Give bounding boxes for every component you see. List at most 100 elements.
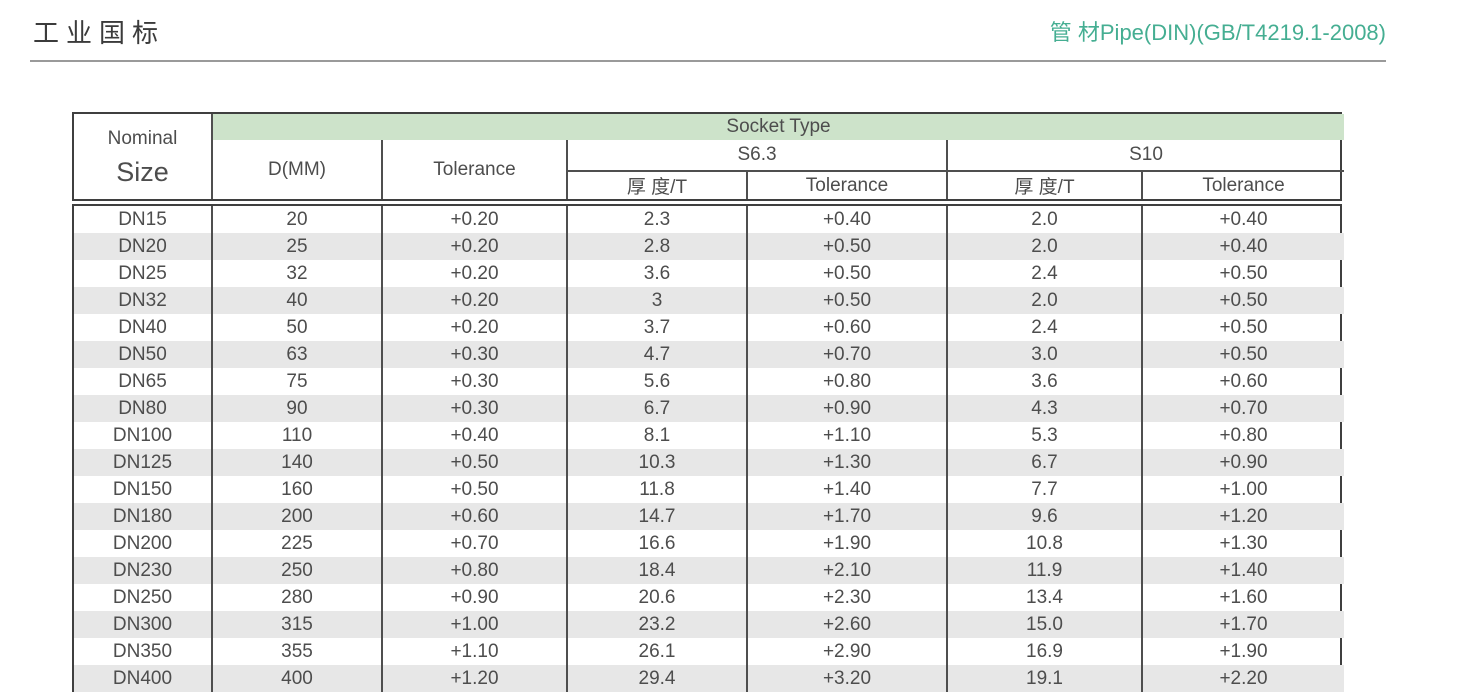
cell-s10-thickness: 13.4 xyxy=(946,584,1142,611)
cell-s63-thickness: 2.3 xyxy=(566,206,747,233)
cell-s63-thickness: 3.7 xyxy=(566,314,747,341)
cell-s63-thickness: 11.8 xyxy=(566,476,747,503)
cell-d-mm: 315 xyxy=(211,611,382,638)
cell-s10-tolerance: +1.90 xyxy=(1141,638,1344,665)
cell-s10-tolerance: +0.90 xyxy=(1141,449,1344,476)
cell-d-mm: 20 xyxy=(211,206,382,233)
cell-s10-tolerance: +0.40 xyxy=(1141,233,1344,260)
table-row: DN50 63 +0.30 4.7 +0.70 3.0 +0.50 xyxy=(74,341,1344,368)
cell-nominal-size: DN350 xyxy=(112,640,173,662)
cell-nominal-size: DN32 xyxy=(118,289,167,311)
table-row: DN230 250 +0.80 18.4 +2.10 11.9 +1.40 xyxy=(74,557,1344,584)
cell-d-mm: 50 xyxy=(211,314,382,341)
table-row: DN40 50 +0.20 3.7 +0.60 2.4 +0.50 xyxy=(74,314,1344,341)
col-header-s63: S6.3 xyxy=(566,140,947,172)
cell-s10-thickness: 9.6 xyxy=(946,503,1142,530)
cell-s10-tolerance: +1.70 xyxy=(1141,611,1344,638)
cell-s10-tolerance: +0.80 xyxy=(1141,422,1344,449)
cell-tolerance: +0.40 xyxy=(381,422,567,449)
cell-nominal-size: DN80 xyxy=(118,397,167,419)
cell-s10-tolerance: +0.50 xyxy=(1141,287,1344,314)
cell-s63-thickness: 3.6 xyxy=(566,260,747,287)
cell-s10-tolerance: +0.50 xyxy=(1141,341,1344,368)
cell-d-mm: 32 xyxy=(211,260,382,287)
cell-nominal-size: DN125 xyxy=(112,451,173,473)
cell-tolerance: +0.20 xyxy=(381,206,567,233)
cell-d-mm: 250 xyxy=(211,557,382,584)
cell-s63-tolerance: +0.50 xyxy=(746,260,947,287)
table-row: DN65 75 +0.30 5.6 +0.80 3.6 +0.60 xyxy=(74,368,1344,395)
cell-s10-tolerance: +2.20 xyxy=(1141,665,1344,692)
cell-s10-tolerance: +1.60 xyxy=(1141,584,1344,611)
cell-d-mm: 280 xyxy=(211,584,382,611)
cell-s10-thickness: 7.7 xyxy=(946,476,1142,503)
table-row: DN250 280 +0.90 20.6 +2.30 13.4 +1.60 xyxy=(74,584,1344,611)
cell-s63-thickness: 2.8 xyxy=(566,233,747,260)
cell-s63-thickness: 5.6 xyxy=(566,368,747,395)
cell-s63-thickness: 8.1 xyxy=(566,422,747,449)
table-row: DN125 140 +0.50 10.3 +1.30 6.7 +0.90 xyxy=(74,449,1344,476)
cell-d-mm: 200 xyxy=(211,503,382,530)
cell-s63-tolerance: +2.10 xyxy=(746,557,947,584)
cell-s10-thickness: 2.0 xyxy=(946,287,1142,314)
cell-s63-tolerance: +0.90 xyxy=(746,395,947,422)
cell-s63-tolerance: +0.50 xyxy=(746,287,947,314)
cell-tolerance: +0.30 xyxy=(381,368,567,395)
table-row: DN300 315 +1.00 23.2 +2.60 15.0 +1.70 xyxy=(74,611,1344,638)
cell-s63-tolerance: +0.70 xyxy=(746,341,947,368)
cell-tolerance: +1.10 xyxy=(381,638,567,665)
table-row: DN150 160 +0.50 11.8 +1.40 7.7 +1.00 xyxy=(74,476,1344,503)
table-row: DN80 90 +0.30 6.7 +0.90 4.3 +0.70 xyxy=(74,395,1344,422)
cell-d-mm: 400 xyxy=(211,665,382,692)
cell-tolerance: +0.90 xyxy=(381,584,567,611)
cell-nominal-size: DN65 xyxy=(118,370,167,392)
cell-s10-tolerance: +1.40 xyxy=(1141,557,1344,584)
cell-d-mm: 140 xyxy=(211,449,382,476)
col-header-nominal-size: Nominal Size xyxy=(74,114,212,199)
cell-tolerance: +0.80 xyxy=(381,557,567,584)
cell-s63-thickness: 20.6 xyxy=(566,584,747,611)
pipe-spec-table: Nominal Size Socket Type D(MM) Tolerance… xyxy=(72,112,1345,692)
cell-nominal-size: DN150 xyxy=(112,478,173,500)
cell-d-mm: 160 xyxy=(211,476,382,503)
cell-d-mm: 90 xyxy=(211,395,382,422)
cell-tolerance: +0.20 xyxy=(381,233,567,260)
cell-s63-tolerance: +2.90 xyxy=(746,638,947,665)
cell-nominal-size: DN50 xyxy=(118,343,167,365)
cell-s10-tolerance: +1.00 xyxy=(1141,476,1344,503)
cell-s63-thickness: 10.3 xyxy=(566,449,747,476)
cell-s63-tolerance: +0.40 xyxy=(746,206,947,233)
cell-tolerance: +0.20 xyxy=(381,314,567,341)
col-header-s63-thickness: 厚 度/T xyxy=(566,171,747,199)
cell-s10-thickness: 5.3 xyxy=(946,422,1142,449)
cell-d-mm: 40 xyxy=(211,287,382,314)
cell-d-mm: 355 xyxy=(211,638,382,665)
cell-s10-thickness: 10.8 xyxy=(946,530,1142,557)
cell-s10-tolerance: +0.60 xyxy=(1141,368,1344,395)
cell-s10-tolerance: +0.50 xyxy=(1141,314,1344,341)
cell-s63-tolerance: +0.80 xyxy=(746,368,947,395)
table-row: DN32 40 +0.20 3 +0.50 2.0 +0.50 xyxy=(74,287,1344,314)
cell-s63-thickness: 26.1 xyxy=(566,638,747,665)
col-header-socket-type: Socket Type xyxy=(210,114,1345,140)
cell-nominal-size: DN300 xyxy=(112,613,173,635)
table-header-block: Nominal Size Socket Type D(MM) Tolerance… xyxy=(72,112,1345,201)
col-header-s10-thickness: 厚 度/T xyxy=(946,171,1142,199)
col-header-d-mm: D(MM) xyxy=(211,140,382,199)
nominal-label: Nominal xyxy=(107,128,178,149)
cell-d-mm: 110 xyxy=(211,422,382,449)
cell-tolerance: +1.20 xyxy=(381,665,567,692)
cell-s10-thickness: 16.9 xyxy=(946,638,1142,665)
cell-tolerance: +0.50 xyxy=(381,476,567,503)
cell-tolerance: +0.30 xyxy=(381,395,567,422)
table-row: DN15 20 +0.20 2.3 +0.40 2.0 +0.40 xyxy=(74,206,1344,233)
cell-s10-tolerance: +0.70 xyxy=(1141,395,1344,422)
cell-nominal-size: DN230 xyxy=(112,559,173,581)
cell-s10-thickness: 2.0 xyxy=(946,206,1142,233)
cell-s10-thickness: 15.0 xyxy=(946,611,1142,638)
cell-tolerance: +0.50 xyxy=(381,449,567,476)
cell-s63-thickness: 18.4 xyxy=(566,557,747,584)
cell-tolerance: +0.20 xyxy=(381,260,567,287)
cell-s10-thickness: 3.6 xyxy=(946,368,1142,395)
cell-s63-thickness: 16.6 xyxy=(566,530,747,557)
